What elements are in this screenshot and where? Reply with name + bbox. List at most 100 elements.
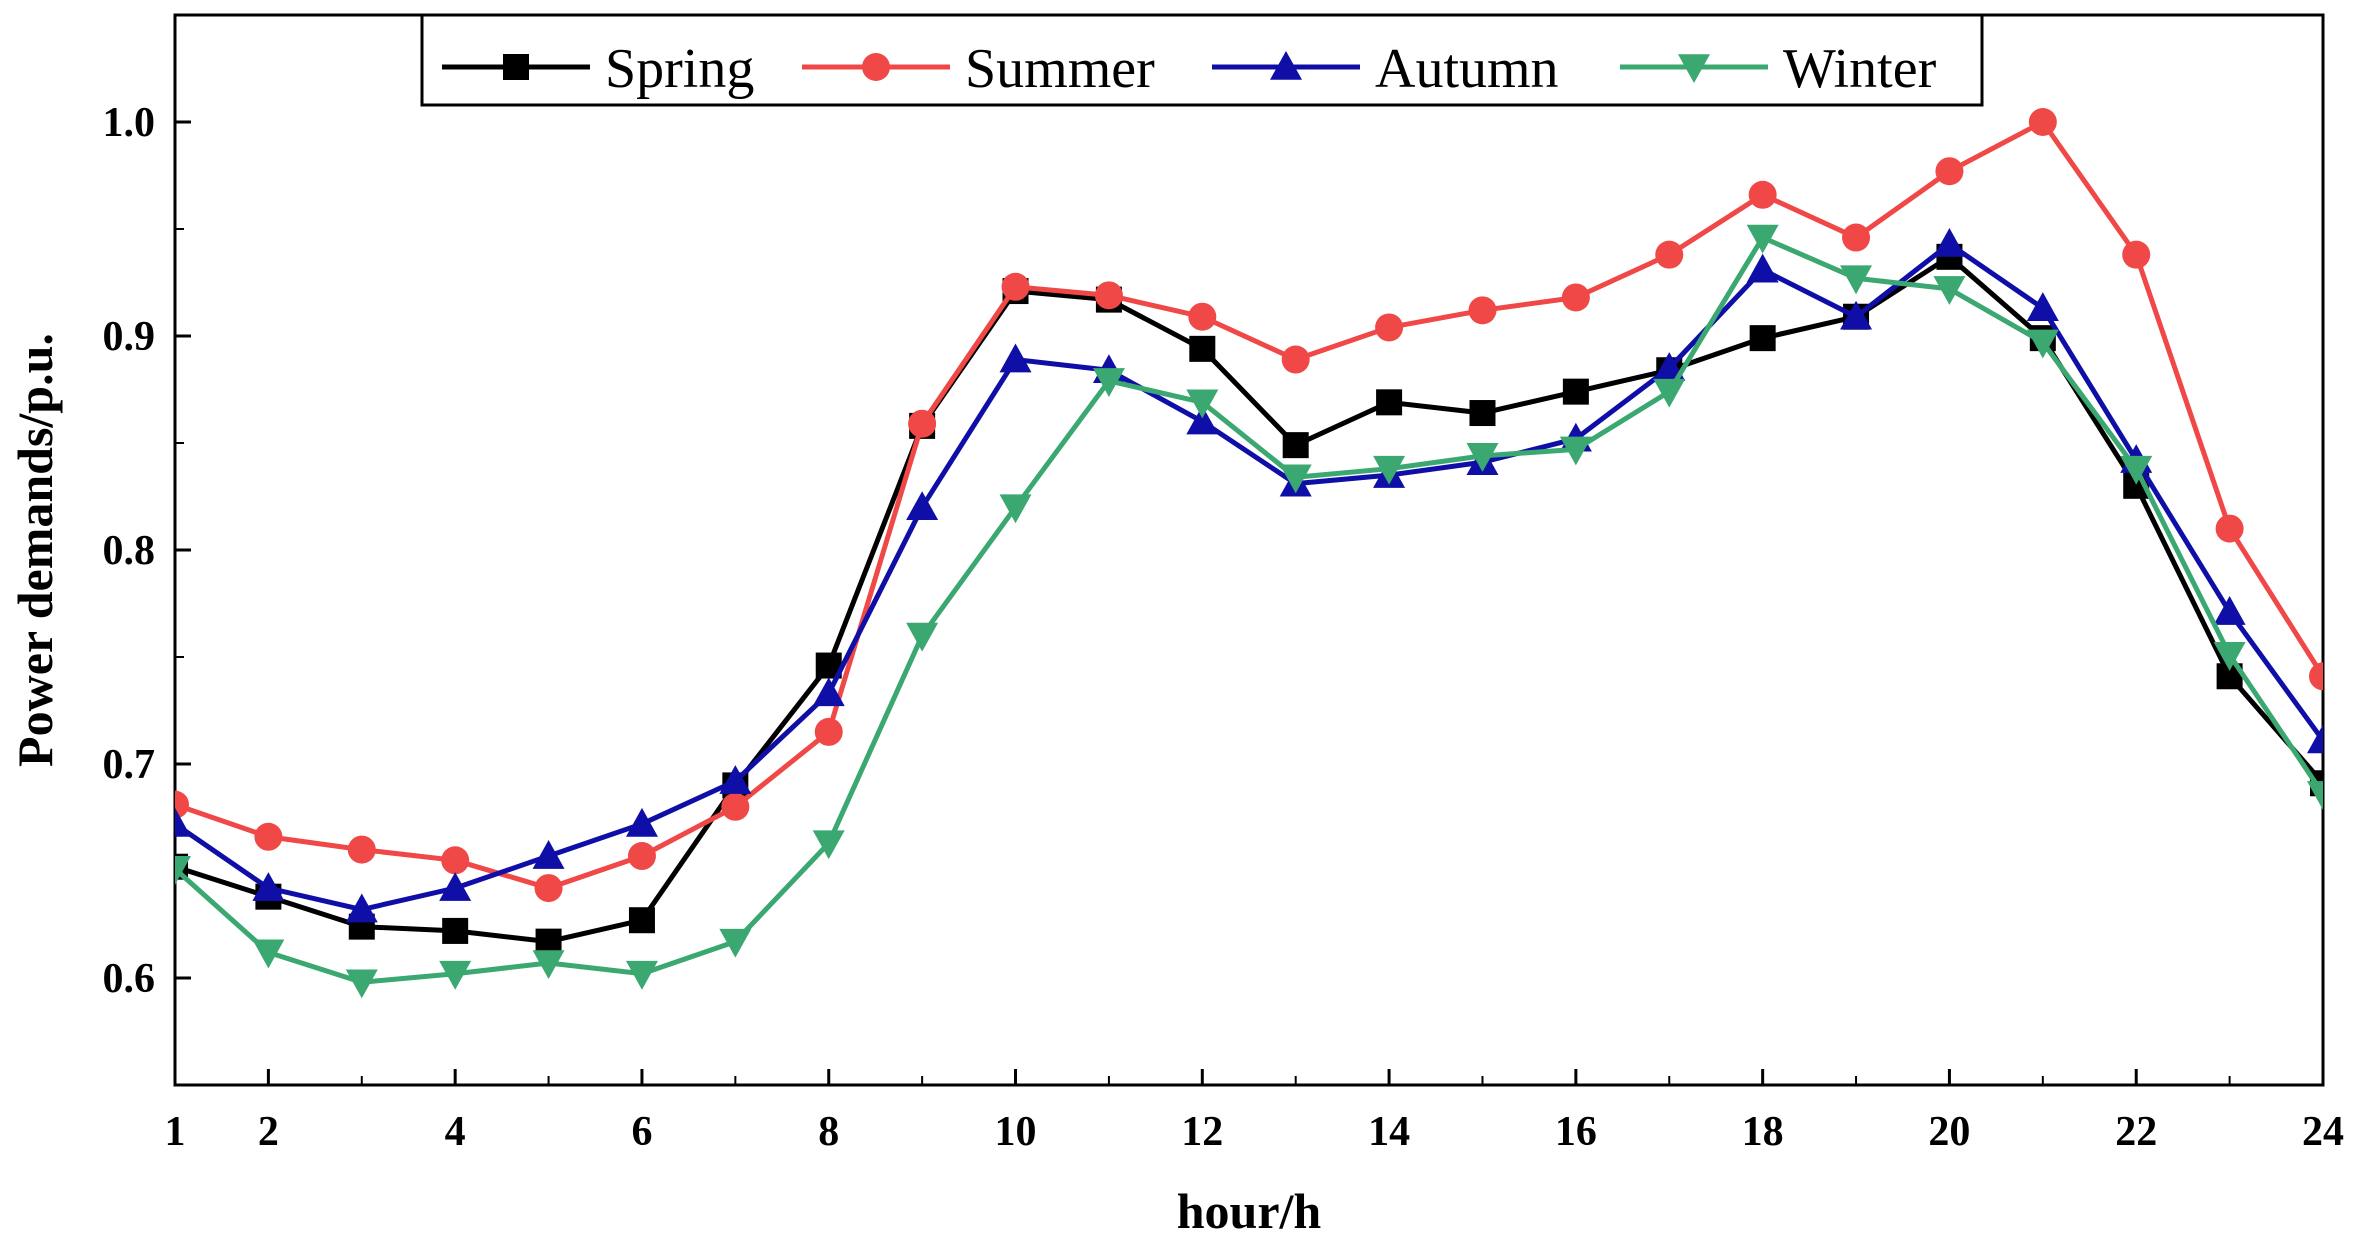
legend-box (420, 13, 1984, 107)
summer-marker (534, 874, 563, 903)
series-line-spring (175, 254, 2323, 945)
spring-marker (1376, 389, 1403, 416)
legend-spring-marker (503, 54, 529, 80)
summer-marker (347, 835, 376, 864)
autumn-marker (999, 343, 1032, 373)
summer-marker (1281, 345, 1310, 374)
legend-entry-spring: Spring (442, 38, 754, 100)
summer-marker (627, 842, 656, 871)
y-tick-label: 0.9 (103, 314, 156, 360)
x-tick-label: 10 (995, 1109, 1037, 1155)
legend-autumn-marker (1270, 51, 1302, 80)
winter-marker (2120, 455, 2153, 485)
winter-marker (2307, 781, 2323, 810)
legend: Spring Summer Autumn Winter (420, 13, 1984, 107)
x-tick-label: 12 (1181, 1109, 1223, 1155)
winter-marker (1466, 443, 1499, 472)
winter-marker (1840, 265, 1873, 295)
axes: 1 2 4 6 8 10 12 14 16 18 20 22 240.60.70.80.91.0 (103, 13, 2344, 1155)
winter-marker (532, 950, 565, 980)
winter-marker (1559, 436, 1592, 466)
legend-entry-winter: Winter (1620, 38, 1937, 100)
legend-label: Summer (965, 38, 1155, 100)
autumn-marker (812, 677, 845, 707)
y-tick-label: 0.8 (103, 528, 156, 574)
y-tick-label: 1.0 (103, 100, 156, 146)
winter-marker (1746, 224, 1779, 254)
winter-marker (1373, 455, 1406, 485)
winter-marker (999, 494, 1032, 524)
spring-marker (1749, 325, 1776, 352)
summer-marker (721, 792, 750, 821)
x-tick-label: 22 (2115, 1109, 2157, 1155)
autumn-marker (2026, 292, 2059, 321)
winter-marker (175, 856, 191, 885)
winter-marker (1933, 276, 1966, 305)
autumn-marker (532, 840, 565, 869)
summer-marker (1001, 272, 1030, 301)
spring-marker (628, 907, 655, 934)
x-tick-label: 4 (445, 1109, 466, 1155)
legend-summer-marker (862, 53, 890, 81)
winter-marker (2026, 329, 2059, 359)
autumn-marker (439, 872, 472, 901)
winter-marker (1279, 464, 1312, 494)
winter-marker (1186, 389, 1219, 419)
summer-marker (908, 409, 937, 438)
winter-marker (252, 939, 285, 969)
y-tick-label: 0.6 (103, 956, 156, 1002)
summer-marker (2028, 108, 2057, 136)
x-tick-label: 18 (1742, 1109, 1784, 1155)
autumn-marker (2213, 596, 2246, 625)
legend-label: Autumn (1375, 38, 1559, 100)
x-tick-label: 16 (1555, 1109, 1597, 1155)
autumn-marker (345, 893, 378, 923)
summer-marker (2122, 240, 2151, 269)
summer-marker (1935, 157, 1964, 186)
summer-marker (1748, 180, 1777, 209)
autumn-marker (175, 807, 191, 837)
plot-frame (173, 13, 2325, 1087)
summer-marker (1468, 296, 1497, 325)
winter-marker (1092, 368, 1125, 397)
series-autumn (175, 227, 2323, 923)
summer-marker (254, 822, 283, 851)
winter-marker (1653, 378, 1686, 408)
spring-marker (442, 917, 469, 944)
autumn-marker (906, 491, 939, 520)
x-axis-title: hour/h (1177, 1183, 1322, 1239)
summer-marker (2215, 514, 2244, 543)
autumn-marker (252, 872, 285, 901)
spring-marker (1282, 432, 1309, 459)
winter-marker (719, 928, 752, 958)
summer-marker (1561, 283, 1590, 312)
spring-marker (1469, 400, 1496, 427)
summer-marker (175, 790, 189, 819)
autumn-marker (2307, 724, 2323, 754)
y-axis-title: Power demands/p.u. (7, 333, 63, 767)
series-line-summer (175, 119, 2323, 891)
spring-marker (1562, 378, 1589, 405)
winter-marker (439, 960, 472, 990)
x-tick-label: 6 (631, 1109, 652, 1155)
summer-marker (1842, 223, 1871, 252)
autumn-marker (1746, 253, 1779, 283)
series-winter (175, 224, 2323, 999)
autumn-marker (719, 765, 752, 794)
winter-marker (2213, 642, 2246, 671)
y-tick-label: 0.7 (103, 742, 156, 788)
series-line-autumn (175, 241, 2323, 913)
series-group (175, 108, 2323, 999)
series-spring (175, 243, 2323, 955)
summer-marker (1375, 313, 1404, 342)
winter-marker (345, 969, 378, 999)
series-line-winter (175, 235, 2323, 985)
summer-marker (1094, 281, 1123, 310)
winter-marker (625, 960, 658, 990)
autumn-marker (1840, 300, 1873, 330)
legend-entry-autumn: Autumn (1212, 38, 1559, 100)
autumn-marker (625, 807, 658, 837)
x-tick-label: 1 (165, 1109, 186, 1155)
summer-marker (1188, 302, 1217, 331)
